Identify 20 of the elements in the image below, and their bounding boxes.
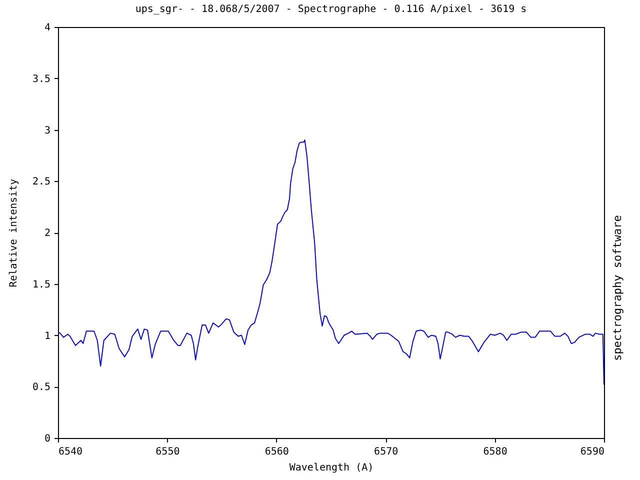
y-tick-label: 1: [44, 330, 50, 342]
y-tick-label: 1.5: [32, 279, 50, 290]
y-tick-label: 2.5: [32, 176, 50, 188]
x-tick-label: 6580: [483, 446, 508, 458]
text: spectrography software: [611, 215, 624, 361]
y-tick-label: 0: [44, 434, 50, 444]
line-series: [58, 140, 604, 386]
x-axis-title: Wavelength (A): [289, 462, 374, 474]
y-axis-title: Relative intensity: [8, 178, 20, 288]
x-tick-label: 6540: [58, 446, 83, 458]
x-tick-label: 6590: [580, 446, 604, 458]
x-tick-label: 6560: [264, 446, 289, 458]
chart-title: ups_sgr- - 18.068/5/2007 - Spectrographe - 0.116 A/pixel - 3619 s: [135, 4, 527, 15]
x-tick-label: 6570: [374, 446, 398, 458]
y-tick-label: 2: [44, 228, 50, 239]
y-tick-label: 0.5: [32, 382, 50, 394]
y-tick-label: 4: [44, 22, 50, 34]
x-tick-label: 6550: [156, 446, 180, 458]
y-tick-label: 3.5: [32, 74, 50, 85]
y-tick-label: 3: [44, 125, 50, 136]
